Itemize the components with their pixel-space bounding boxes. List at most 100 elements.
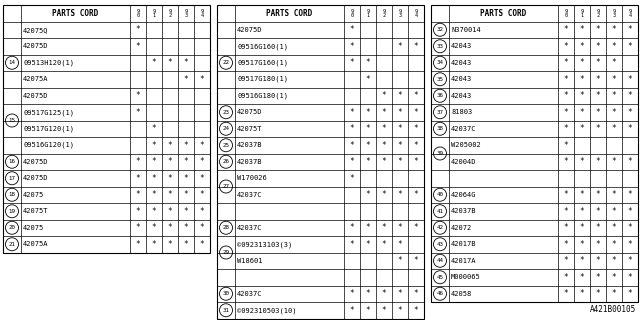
Text: *: *	[397, 223, 403, 232]
Text: *: *	[200, 207, 204, 216]
Text: *: *	[349, 108, 355, 117]
Text: *: *	[580, 75, 584, 84]
Text: *: *	[564, 289, 568, 298]
Text: *: *	[580, 273, 584, 282]
Text: 42075A: 42075A	[23, 76, 49, 82]
Text: 20: 20	[8, 225, 15, 230]
Text: 42075: 42075	[23, 192, 44, 198]
Text: 42037B: 42037B	[451, 208, 477, 214]
Text: *: *	[612, 42, 616, 51]
Text: *: *	[152, 207, 156, 216]
Text: *: *	[349, 157, 355, 166]
Text: 09513H120(1): 09513H120(1)	[23, 60, 74, 66]
Text: *: *	[168, 141, 172, 150]
Text: ©092313103(3): ©092313103(3)	[237, 241, 292, 247]
Text: *: *	[612, 75, 616, 84]
Text: 42037C: 42037C	[237, 291, 262, 297]
Text: *: *	[381, 108, 387, 117]
Text: *: *	[397, 141, 403, 150]
Text: *: *	[365, 58, 371, 67]
Text: *: *	[628, 256, 632, 265]
Text: 42: 42	[436, 225, 444, 230]
Text: *: *	[397, 157, 403, 166]
Text: *: *	[564, 157, 568, 166]
Text: *: *	[152, 141, 156, 150]
Text: *: *	[580, 124, 584, 133]
Text: *: *	[580, 42, 584, 51]
Text: *: *	[349, 124, 355, 133]
Text: *: *	[580, 25, 584, 34]
Text: *: *	[628, 190, 632, 199]
Text: *: *	[349, 289, 355, 298]
Text: *: *	[413, 108, 419, 117]
Text: *: *	[564, 42, 568, 51]
Text: 42017A: 42017A	[451, 258, 477, 264]
Text: *: *	[152, 240, 156, 249]
Text: *: *	[136, 190, 140, 199]
Text: *: *	[349, 174, 355, 183]
Text: *: *	[596, 91, 600, 100]
Text: 81803: 81803	[451, 109, 472, 115]
Text: 42043: 42043	[451, 76, 472, 82]
Text: *: *	[136, 223, 140, 232]
Text: 42075D: 42075D	[237, 109, 262, 115]
Text: 25: 25	[223, 143, 230, 148]
Text: PARTS CORD: PARTS CORD	[266, 9, 312, 18]
Text: 22: 22	[223, 60, 230, 65]
Text: 9
4: 9 4	[415, 9, 417, 18]
Text: 09517G125(1): 09517G125(1)	[23, 109, 74, 116]
Text: M000065: M000065	[451, 274, 481, 280]
Text: 42075D: 42075D	[23, 93, 49, 99]
Text: *: *	[397, 256, 403, 265]
Text: *: *	[580, 207, 584, 216]
Text: 16: 16	[8, 159, 15, 164]
Text: *: *	[596, 75, 600, 84]
Text: *: *	[168, 223, 172, 232]
Text: 44: 44	[436, 258, 444, 263]
Text: *: *	[413, 157, 419, 166]
Text: *: *	[628, 75, 632, 84]
Text: *: *	[564, 58, 568, 67]
Text: 42058: 42058	[451, 291, 472, 297]
Text: *: *	[397, 190, 403, 199]
Text: 09517G180(1): 09517G180(1)	[237, 76, 288, 83]
Text: 9
4: 9 4	[200, 9, 204, 18]
Text: *: *	[612, 25, 616, 34]
Text: *: *	[413, 141, 419, 150]
Text: 24: 24	[223, 126, 230, 131]
Text: *: *	[612, 157, 616, 166]
Text: *: *	[564, 240, 568, 249]
Text: *: *	[596, 157, 600, 166]
Text: *: *	[628, 42, 632, 51]
Text: 34: 34	[436, 60, 444, 65]
Text: *: *	[397, 42, 403, 51]
Text: 9
3: 9 3	[399, 9, 401, 18]
Text: *: *	[184, 141, 188, 150]
Text: 42043: 42043	[451, 43, 472, 49]
Text: *: *	[365, 190, 371, 199]
Bar	[3, 5, 210, 252]
Text: *: *	[136, 25, 140, 34]
Text: *: *	[628, 223, 632, 232]
Text: *: *	[184, 58, 188, 67]
Text: 42037C: 42037C	[237, 192, 262, 198]
Text: 42075D: 42075D	[23, 175, 49, 181]
Text: 39: 39	[436, 151, 444, 156]
Text: *: *	[136, 157, 140, 166]
Text: *: *	[580, 157, 584, 166]
Text: *: *	[200, 240, 204, 249]
Text: 42037B: 42037B	[237, 159, 262, 165]
Text: *: *	[200, 141, 204, 150]
Text: 17: 17	[8, 176, 15, 181]
Text: *: *	[365, 240, 371, 249]
Text: *: *	[397, 91, 403, 100]
Text: 42072: 42072	[451, 225, 472, 231]
Text: 32: 32	[436, 27, 444, 32]
Text: *: *	[349, 306, 355, 315]
Text: A421B00105: A421B00105	[589, 305, 636, 314]
Text: *: *	[580, 240, 584, 249]
Text: *: *	[397, 306, 403, 315]
Text: *: *	[612, 273, 616, 282]
Text: *: *	[168, 157, 172, 166]
Text: 9
0: 9 0	[564, 9, 568, 18]
